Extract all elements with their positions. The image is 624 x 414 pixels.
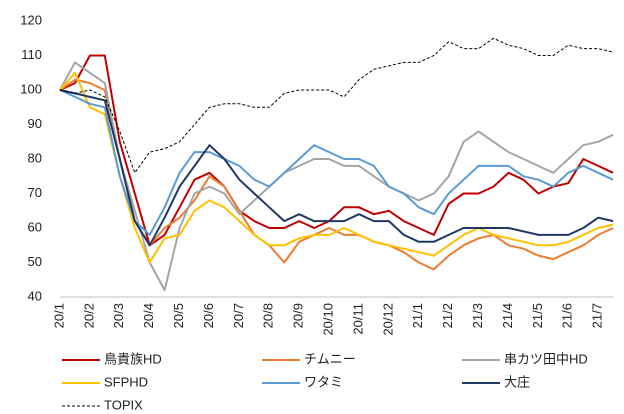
x-tick-label: 20/7 <box>231 303 246 328</box>
x-tick-label: 21/4 <box>500 303 515 328</box>
x-tick-label: 20/9 <box>291 303 306 328</box>
x-tick-label: 20/8 <box>261 303 276 328</box>
legend-label: 串カツ田中HD <box>504 351 588 366</box>
legend-label: SFPHD <box>104 374 148 389</box>
series-line <box>59 37 614 174</box>
x-tick-label: 20/2 <box>81 303 96 328</box>
legend-label: TOPIX <box>104 397 143 412</box>
series-line <box>59 89 614 247</box>
x-tick-label: 20/11 <box>350 303 365 335</box>
x-tick-label: 21/1 <box>410 303 425 328</box>
y-tick-label: 120 <box>20 12 42 27</box>
y-tick-label: 50 <box>28 254 42 269</box>
x-tick-label: 20/3 <box>111 303 126 328</box>
legend-label: チムニー <box>304 351 356 366</box>
y-tick-label: 70 <box>28 185 42 200</box>
series-line <box>59 61 614 292</box>
y-tick-label: 80 <box>28 150 42 165</box>
y-tick-label: 100 <box>20 81 42 96</box>
x-tick-label: 20/5 <box>171 303 186 328</box>
x-tick-label: 20/4 <box>141 303 156 328</box>
y-tick-label: 40 <box>28 288 42 303</box>
legend-label: 鳥貴族HD <box>104 351 162 366</box>
x-tick-label: 21/6 <box>560 303 575 328</box>
series-line <box>59 54 614 247</box>
series-line <box>59 89 614 236</box>
x-tick-label: 21/3 <box>470 303 485 328</box>
legend-label: 大庄 <box>504 374 530 389</box>
legend-label: ワタミ <box>304 374 343 389</box>
x-tick-label: 20/10 <box>321 303 336 336</box>
x-tick-label: 21/5 <box>530 303 545 328</box>
x-tick-label: 20/1 <box>51 303 66 328</box>
series-line <box>59 71 614 264</box>
x-tick-label: 21/2 <box>440 303 455 328</box>
y-tick-label: 90 <box>28 116 42 131</box>
y-tick-label: 60 <box>28 219 42 234</box>
x-tick-label: 21/7 <box>590 303 605 328</box>
x-tick-label: 20/12 <box>380 303 395 336</box>
y-tick-label: 110 <box>21 47 42 62</box>
x-tick-label: 20/6 <box>201 303 216 328</box>
